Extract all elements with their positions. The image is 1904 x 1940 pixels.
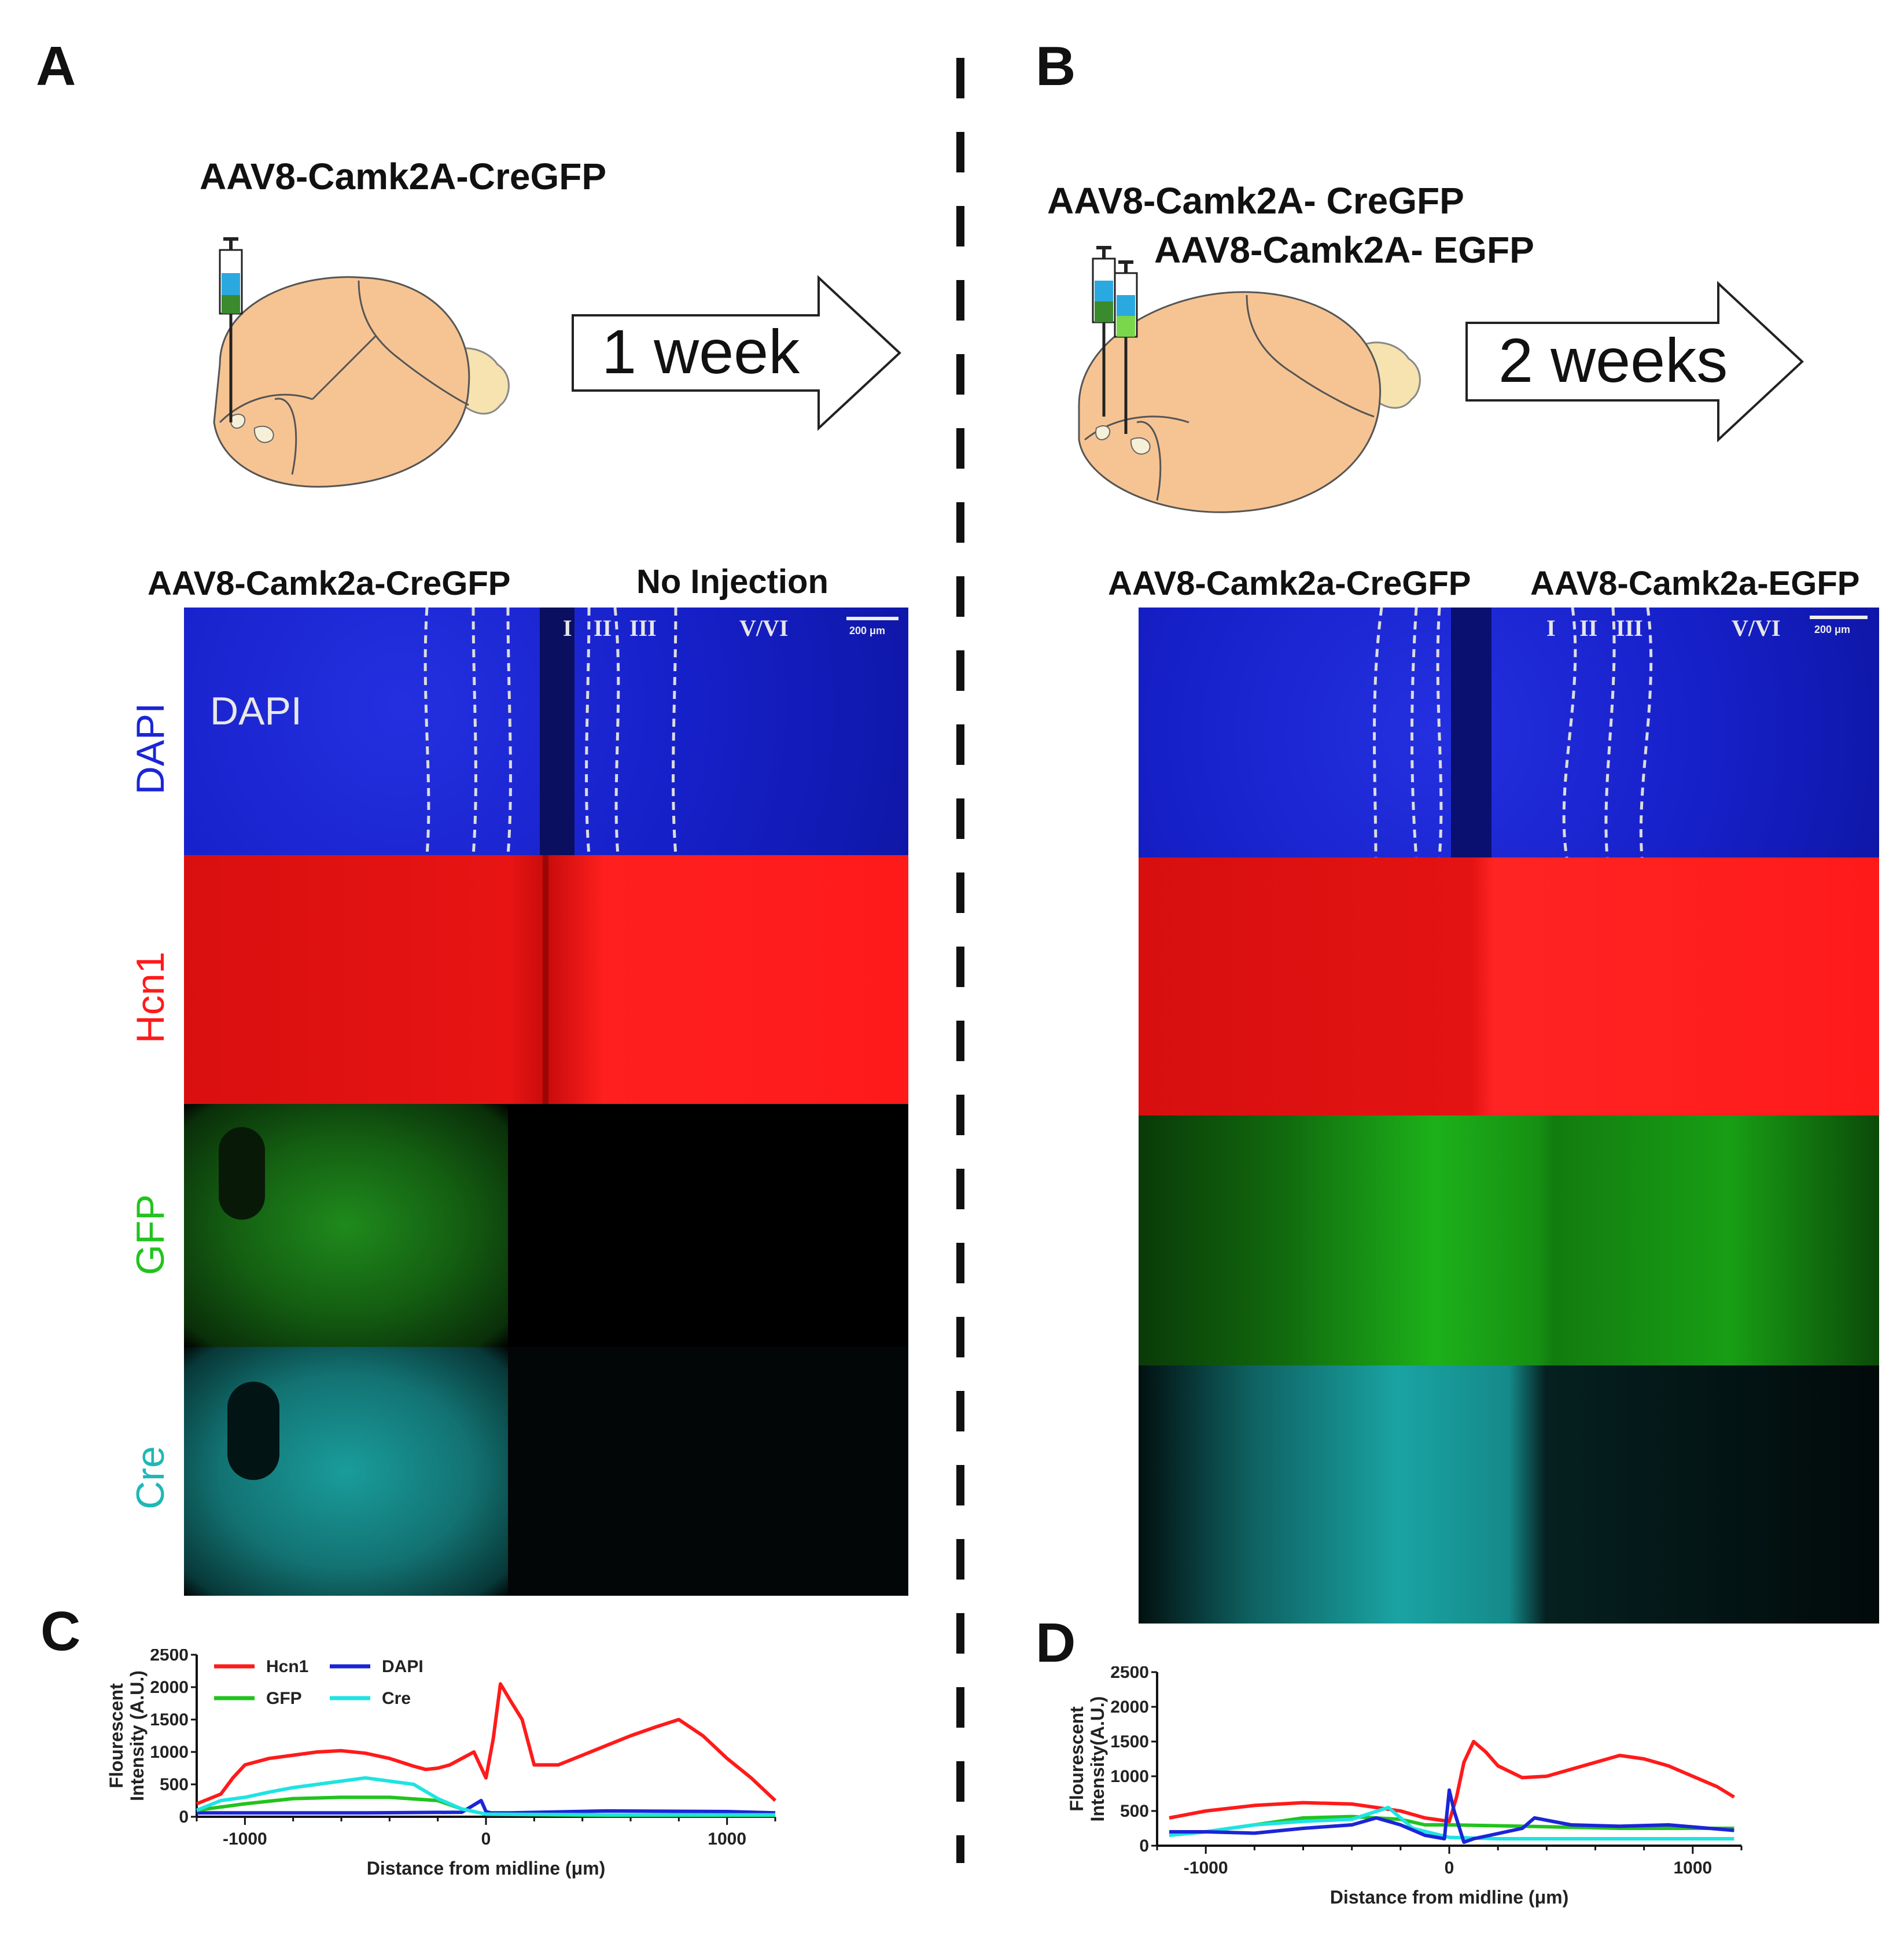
brain-illustration-b <box>1078 246 1421 513</box>
micrograph-b-hcn1 <box>1139 857 1879 1116</box>
x-axis-title: Distance from midline (μm) <box>367 1858 606 1879</box>
virus-label-a: AAV8-Camk2A-CreGFP <box>200 156 606 197</box>
y-tick-label: 0 <box>1139 1836 1149 1856</box>
series-line-hcn1 <box>196 1682 777 1806</box>
y-tick-label: 2500 <box>150 1649 189 1665</box>
y-tick-label: 2500 <box>1110 1666 1149 1682</box>
micrograph-b-dapi: I II III V/VI 200 μm <box>1139 608 1879 857</box>
arrow-a-label: 1 week <box>602 316 800 386</box>
series-line-cre <box>1169 1806 1734 1840</box>
layer-label-b-2: II <box>1579 615 1598 641</box>
micrograph-a-cre <box>184 1347 908 1596</box>
y-axis-title: FlourescentIntensity(A.U.) <box>1066 1696 1108 1822</box>
col-label-a-right: No Injection <box>636 563 828 601</box>
brain-illustration-a <box>213 237 510 488</box>
y-tick-label: 1500 <box>1110 1732 1149 1751</box>
layer-label-b-3: III <box>1616 615 1643 641</box>
layer-label-a-3: III <box>629 615 657 641</box>
y-tick-label: 2000 <box>1110 1698 1149 1717</box>
y-tick-label: 500 <box>160 1775 189 1794</box>
col-label-b-left: AAV8-Camk2a-CreGFP <box>1108 565 1471 602</box>
layer-label-b-1: I <box>1546 615 1556 641</box>
scale-bar-a: 200 μm <box>849 625 886 636</box>
panel-letter-d: D <box>1036 1612 1076 1674</box>
row-label-cre: Cre <box>128 1446 172 1510</box>
micrograph-a-hcn1 <box>184 855 908 1104</box>
col-label-b-right: AAV8-Camk2a-EGFP <box>1530 565 1860 602</box>
series-line-hcn1 <box>1169 1740 1735 1823</box>
arrow-a <box>572 275 901 431</box>
layer-label-a-4: V/VI <box>739 615 789 641</box>
x-tick-label: 0 <box>481 1829 491 1849</box>
chart-d: 0 500 1000 1500 2000 2500 -1000 0 1000 Distance f… <box>1066 1666 1743 1908</box>
layer-label-a-2: II <box>594 615 612 641</box>
x-tick-label: 0 <box>1445 1858 1454 1878</box>
micrograph-b-cre <box>1139 1365 1879 1624</box>
layer-label-a-1: I <box>563 615 572 641</box>
panel-letter-a: A <box>36 35 76 97</box>
x-tick-label: 1000 <box>708 1829 746 1849</box>
row-label-hcn1: Hcn1 <box>128 951 172 1044</box>
y-tick-label: 2000 <box>150 1678 189 1697</box>
panel-letter-b: B <box>1036 35 1076 97</box>
y-tick-label: 500 <box>1120 1802 1149 1821</box>
x-tick-label: -1000 <box>1184 1858 1228 1878</box>
y-tick-label: 0 <box>179 1808 189 1827</box>
col-label-a-left: AAV8-Camk2a-CreGFP <box>148 565 511 602</box>
micrograph-a-dapi: DAPI I II III V/VI 200 μm <box>184 608 908 855</box>
series-line-dapi <box>197 1799 776 1815</box>
virus-label-b1: AAV8-Camk2A- CreGFP <box>1047 180 1464 222</box>
dapi-inset-label: DAPI <box>210 689 302 733</box>
series-line-dapi <box>1169 1788 1734 1844</box>
panel-letter-c: C <box>40 1600 81 1662</box>
y-tick-label: 1500 <box>150 1710 189 1729</box>
legend-label-dapi: DAPI <box>382 1657 423 1676</box>
legend-label-gfp: GFP <box>266 1689 302 1708</box>
chart-c: 0 500 1000 1500 2000 2500 -1000 0 1000 Distance f… <box>106 1649 777 1879</box>
x-axis-title: Distance from midline (μm) <box>1330 1887 1569 1908</box>
micrograph-b-gfp <box>1139 1116 1879 1365</box>
scale-bar-b: 200 μm <box>1814 624 1851 635</box>
row-label-dapi: DAPI <box>128 702 172 795</box>
series-line-cre <box>196 1776 775 1817</box>
virus-label-b2: AAV8-Camk2A- EGFP <box>1154 229 1534 271</box>
layer-label-b-4: V/VI <box>1732 615 1781 641</box>
y-axis-title: FlourescentIntensity (A.U.) <box>106 1670 148 1801</box>
arrow-b-label: 2 weeks <box>1498 325 1728 395</box>
y-tick-label: 1000 <box>150 1743 189 1762</box>
legend-label-hcn1: Hcn1 <box>266 1657 308 1676</box>
x-tick-label: 1000 <box>1673 1858 1712 1878</box>
micrograph-a-gfp <box>184 1104 908 1347</box>
row-label-gfp: GFP <box>128 1194 172 1275</box>
arrow-b <box>1465 281 1804 443</box>
y-tick-label: 1000 <box>1110 1767 1149 1786</box>
x-tick-label: -1000 <box>223 1829 267 1849</box>
panel-divider <box>956 58 964 1863</box>
legend-label-cre: Cre <box>382 1689 411 1708</box>
